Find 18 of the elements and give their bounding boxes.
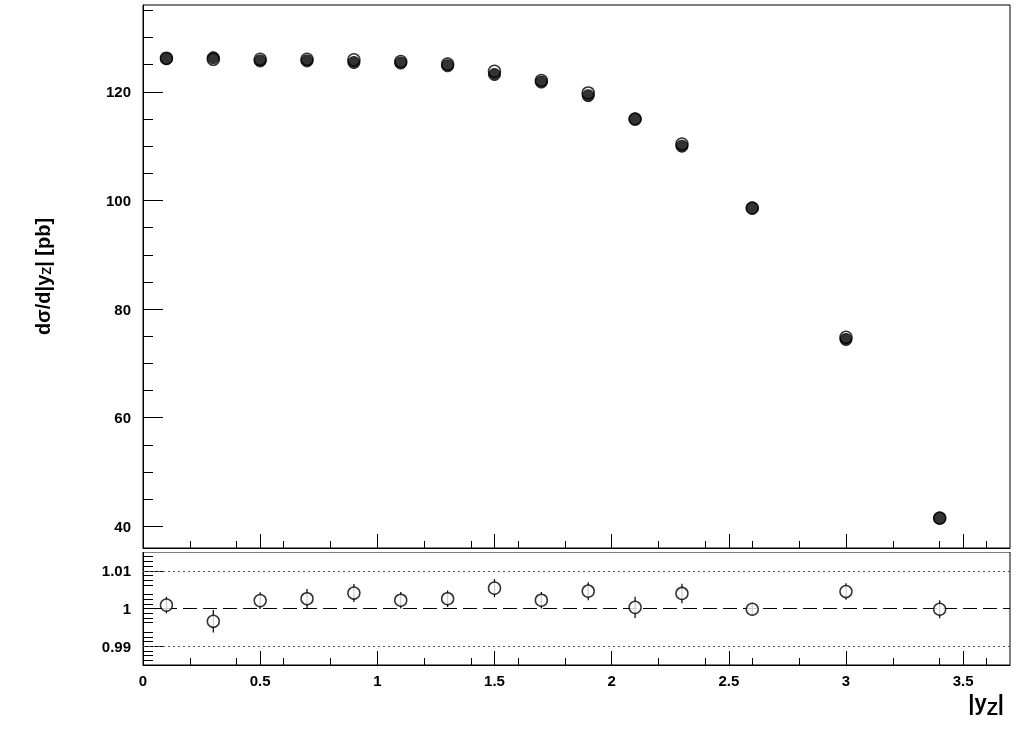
y-tick-label: 1	[122, 600, 131, 617]
x-tick-label: 1.5	[484, 672, 505, 689]
y-tick-label: 1.01	[101, 562, 131, 580]
x-axis-title: |y$_{Z}$|	[968, 688, 1004, 721]
y-axis-title: dσ/d|yZ| [pb]	[31, 217, 54, 336]
x-tick-label: 2	[607, 672, 616, 689]
y-tick-label: 100	[105, 191, 131, 209]
y-tick-label: 60	[114, 409, 131, 427]
x-tick-label: 0.5	[249, 672, 271, 689]
x-tick-label: 0	[138, 672, 148, 689]
x-tick-label: 1	[373, 672, 382, 689]
x-tick-label: 2.5	[718, 672, 740, 689]
y-tick-label: 40	[114, 517, 131, 535]
y-tick-label: 120	[105, 83, 131, 101]
x-tick-label: 3.5	[952, 672, 974, 689]
x-tick-label: 3	[841, 672, 851, 689]
y-tick-label: 80	[114, 300, 131, 318]
y-tick-label: 0.99	[101, 637, 131, 655]
